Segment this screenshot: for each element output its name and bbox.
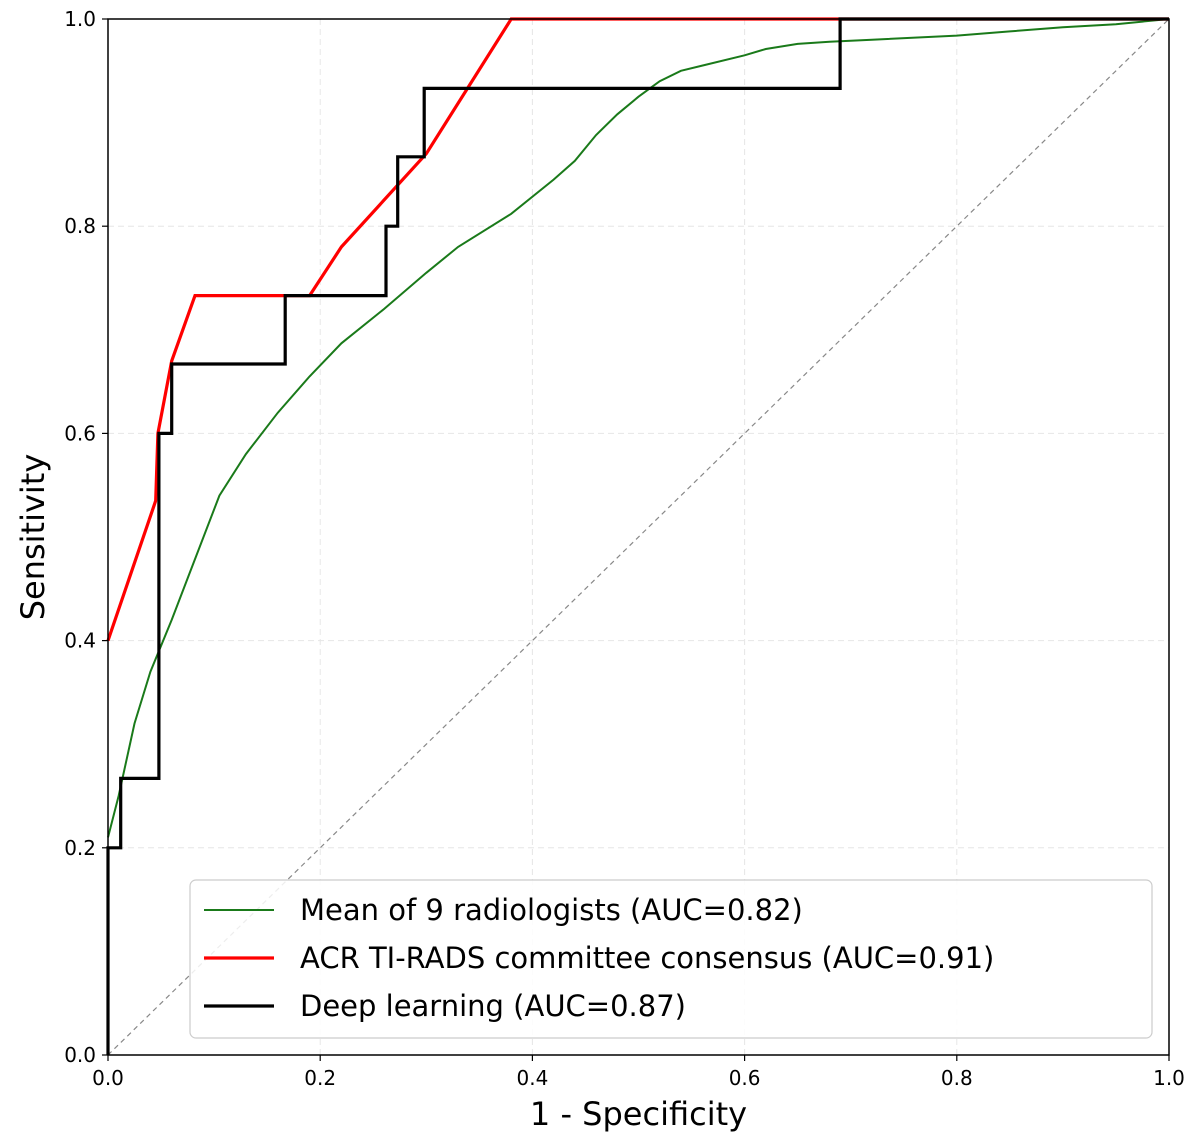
- legend-label-2: Deep learning (AUC=0.87): [300, 989, 686, 1023]
- y-axis-title: Sensitivity: [14, 454, 52, 621]
- legend-label-0: Mean of 9 radiologists (AUC=0.82): [300, 893, 803, 927]
- y-tick-label-2: 0.4: [64, 629, 96, 653]
- axis-ticks: 0.0 0.2 0.4 0.6 0.8 1.0 0.0 0.2 0.4 0.6 0.8 1.0: [64, 7, 1185, 1090]
- legend: Mean of 9 radiologists (AUC=0.82) ACR TI-…: [189, 879, 1153, 1039]
- legend-box: [189, 879, 1153, 1039]
- y-tick-label-1: 0.2: [64, 836, 96, 860]
- series-line-2: [106, 17, 1169, 1055]
- x-tick-label-1: 0.2: [304, 1066, 336, 1090]
- legend-label-1: ACR TI-RADS committee consensus (AUC=0.9…: [300, 941, 994, 975]
- x-tick-label-4: 0.8: [941, 1066, 973, 1090]
- x-tick-label-5: 1.0: [1153, 1066, 1185, 1090]
- x-tick-label-2: 0.4: [516, 1066, 548, 1090]
- y-tick-label-3: 0.6: [64, 421, 96, 445]
- y-tick-label-5: 1.0: [64, 7, 96, 31]
- series-line-1: [106, 17, 1169, 642]
- y-tick-label-4: 0.8: [64, 214, 96, 238]
- x-tick-label-3: 0.6: [729, 1066, 761, 1090]
- series-line-0: [107, 18, 1170, 838]
- plot-frame: [107, 18, 1170, 1056]
- y-tick-label-0: 0.0: [64, 1043, 96, 1067]
- x-tick-label-0: 0.0: [92, 1066, 124, 1090]
- x-axis-title: 1 - Specificity: [530, 1095, 747, 1133]
